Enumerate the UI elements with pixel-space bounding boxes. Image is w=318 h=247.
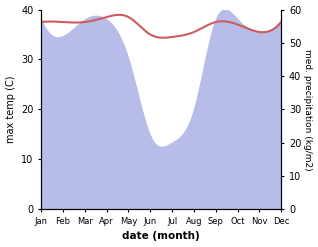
Y-axis label: med. precipitation (kg/m2): med. precipitation (kg/m2) <box>303 49 313 170</box>
X-axis label: date (month): date (month) <box>122 231 200 242</box>
Y-axis label: max temp (C): max temp (C) <box>5 76 16 143</box>
